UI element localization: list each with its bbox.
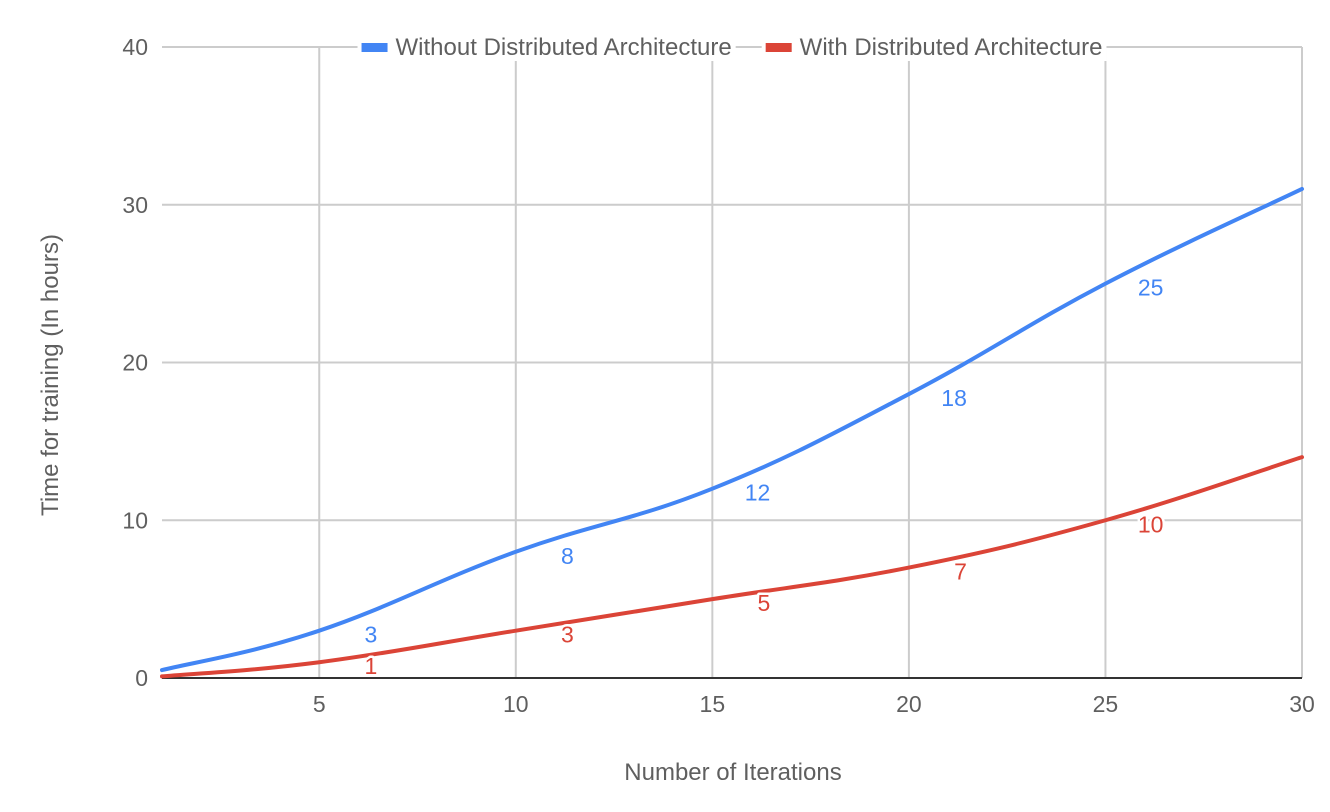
data-label: 8 <box>561 543 574 569</box>
x-tick-label: 10 <box>503 691 529 717</box>
data-label: 5 <box>758 590 771 616</box>
data-label: 1 <box>364 653 377 679</box>
data-label: 3 <box>561 622 574 648</box>
x-tick-label: 25 <box>1093 691 1119 717</box>
legend: Without Distributed Architecture With Dis… <box>357 33 1107 61</box>
y-tick-label: 30 <box>122 192 148 218</box>
legend-swatch <box>765 43 792 52</box>
legend-item: With Distributed Architecture <box>761 33 1107 61</box>
series-layer <box>160 186 1304 679</box>
x-tick-label: 15 <box>700 691 726 717</box>
data-label: 10 <box>1138 511 1164 537</box>
y-axis-title: Time for training (In hours) <box>37 234 64 516</box>
data-label: 18 <box>941 385 967 411</box>
data-label: 25 <box>1138 275 1164 301</box>
x-tick-label: 5 <box>313 691 326 717</box>
legend-swatch <box>361 43 388 52</box>
series-line-without-distributed <box>160 186 1304 673</box>
data-label: 7 <box>954 559 967 585</box>
data-label: 12 <box>745 480 771 506</box>
data-label: 3 <box>364 622 377 648</box>
data-labels: 3 8 12 18 25 1 3 5 7 10 <box>362 272 1166 682</box>
x-axis: 5 10 15 20 25 30 <box>162 677 1315 717</box>
x-tick-label: 20 <box>896 691 922 717</box>
grid <box>162 46 1303 678</box>
y-axis: 0 10 20 30 40 <box>122 34 148 691</box>
y-tick-label: 40 <box>122 34 148 60</box>
legend-label: Without Distributed Architecture <box>396 34 732 61</box>
series-line-with-distributed <box>160 455 1304 679</box>
x-tick-label: 30 <box>1289 691 1315 717</box>
y-tick-label: 0 <box>135 665 148 691</box>
y-tick-label: 10 <box>122 507 148 533</box>
legend-item: Without Distributed Architecture <box>357 33 736 61</box>
x-axis-title: Number of Iterations <box>624 759 841 786</box>
y-tick-label: 20 <box>122 350 148 376</box>
legend-label: With Distributed Architecture <box>800 34 1103 61</box>
